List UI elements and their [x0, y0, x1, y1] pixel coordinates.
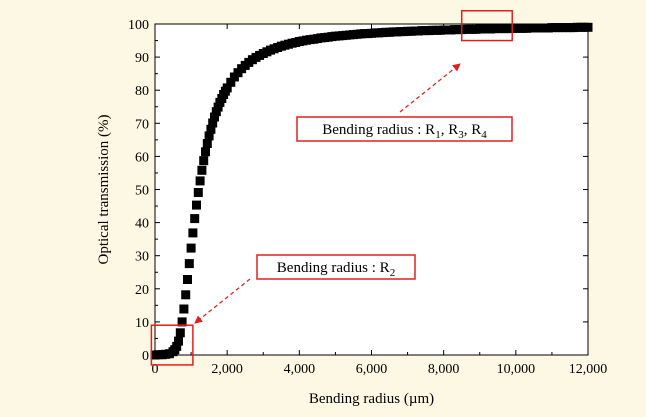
data-point	[177, 317, 187, 327]
data-point	[211, 107, 221, 117]
data-point	[175, 328, 185, 338]
data-point	[204, 131, 214, 141]
data-point	[197, 165, 207, 175]
annotation-label: Bending radius : R2	[277, 260, 395, 279]
highlight-box	[150, 324, 194, 366]
annotation-subscript: 2	[390, 267, 396, 279]
x-tick-label: 12,000	[569, 362, 608, 377]
data-point	[188, 228, 198, 238]
annotation-subscript: 1	[435, 129, 441, 141]
data-point	[210, 112, 219, 122]
y-tick-label: 90	[135, 51, 149, 66]
data-point	[193, 188, 203, 197]
y-axis-ticks: 0 10 20 30 40 50 60 70 80 90 100	[128, 18, 588, 364]
annotation-subscript: 4	[481, 129, 487, 141]
annotation-label: Bending radius : R1, R3, R4	[322, 122, 487, 141]
annotation-arrow	[194, 278, 251, 324]
data-point	[208, 118, 218, 128]
x-tick-label: 0	[152, 362, 159, 377]
annotation-box	[296, 116, 513, 142]
plot-area	[155, 24, 588, 355]
y-tick-label: 10	[135, 316, 149, 331]
annotation-box	[256, 254, 416, 280]
annotation-subscript: 3	[458, 129, 464, 141]
y-tick-label: 50	[135, 184, 149, 199]
y-tick-label: 0	[142, 349, 149, 364]
annotation-separator: , R	[441, 122, 459, 138]
y-tick-label: 20	[135, 283, 149, 298]
annotation-arrow	[399, 63, 461, 113]
data-point	[222, 83, 232, 93]
data-point	[213, 102, 223, 112]
y-tick-label: 100	[128, 18, 149, 33]
y-tick-label: 70	[135, 117, 149, 132]
highlight-box	[460, 10, 513, 42]
data-points	[150, 22, 593, 360]
y-tick-label: 80	[135, 84, 149, 99]
data-point	[172, 341, 182, 351]
x-tick-label: 8,000	[428, 362, 460, 377]
data-point	[195, 176, 205, 186]
data-point	[179, 304, 189, 314]
y-tick-label: 40	[135, 217, 149, 232]
data-point	[183, 275, 192, 284]
x-tick-label: 2,000	[211, 362, 243, 377]
data-point	[174, 336, 183, 346]
data-point	[226, 77, 236, 87]
data-point	[184, 259, 194, 269]
x-axis-title: Bending radius (µm)	[309, 391, 434, 407]
x-axis-ticks: 0 2,000 4,000 6,000 8,000 10,000 12,000	[152, 24, 608, 377]
x-tick-label: 6,000	[356, 362, 388, 377]
data-point	[202, 139, 212, 148]
data-point	[181, 290, 191, 300]
annotation-label-main: Bending radius : R	[277, 260, 390, 276]
y-tick-label: 30	[135, 250, 149, 265]
annotation-separator: , R	[464, 122, 482, 138]
y-axis-title: Optical transmission (%)	[96, 115, 112, 265]
data-point	[201, 147, 210, 157]
x-tick-label: 4,000	[284, 362, 316, 377]
data-point	[192, 200, 201, 210]
data-point	[190, 214, 200, 224]
data-point	[186, 243, 196, 253]
annotation-label-main: Bending radius : R	[322, 122, 435, 138]
data-point	[206, 124, 216, 134]
x-tick-label: 10,000	[497, 362, 536, 377]
data-point	[199, 156, 209, 166]
y-tick-label: 60	[135, 150, 149, 165]
